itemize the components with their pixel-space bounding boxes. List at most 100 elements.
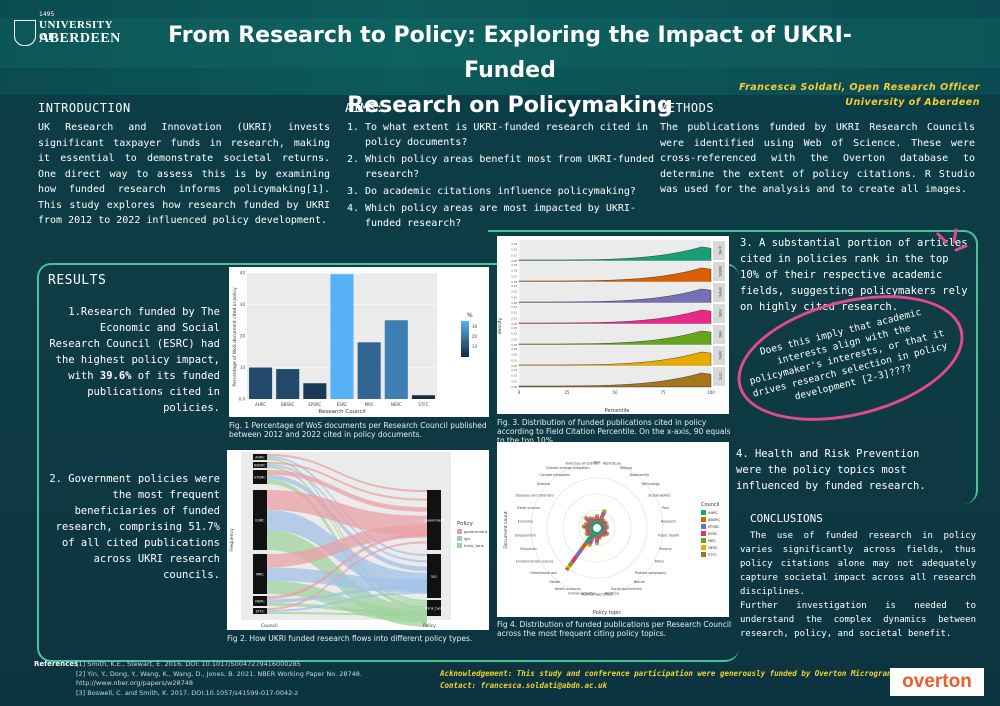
fig4-topic-label: Agriculture: [603, 462, 621, 466]
svg-text:0.01: 0.01: [511, 358, 517, 362]
fig4-caption: Fig 4. Distribution of funded publicatio…: [497, 620, 732, 638]
svg-text:0.02: 0.02: [511, 353, 517, 357]
fig4-topic-label: Medicine: [605, 591, 620, 595]
fig3-xlabel: Percentile: [605, 408, 630, 414]
finding-1-pre: 1.Research funded by The Economic and So…: [49, 306, 220, 382]
svg-text:0.00: 0.00: [511, 322, 517, 326]
svg-text:0.02: 0.02: [511, 374, 517, 378]
fig3-facet-label: ESRC: [718, 309, 722, 318]
fig2-xlabel-left: Council: [261, 623, 278, 629]
fig2-flow: [267, 490, 427, 536]
sparkle-icon: [936, 228, 968, 252]
fig4-bar: [599, 514, 605, 519]
fig4-topic-label: Diseases and disorders: [516, 493, 555, 497]
fig4-topic-label: Employment: [515, 533, 537, 537]
crest-icon: [14, 20, 36, 46]
fig4-legend-item: STFC: [708, 553, 718, 557]
finding-1-post: of its funded publications cited in poli…: [87, 370, 220, 414]
fig2-caption: Fig 2. How UKRI funded research flows in…: [227, 634, 473, 643]
fig4-bar: [587, 542, 592, 546]
author-name: Francesca Soldati, Open Research Officer: [739, 82, 980, 93]
fig4-topic-label: Environmental science: [516, 560, 553, 564]
fig2-council-label: NERC: [255, 600, 265, 604]
fig4-legend-item: AHRC: [708, 511, 718, 515]
fig2-policy-label: think_tank: [425, 607, 444, 611]
fig4-topic-label: Poverty: [659, 547, 672, 551]
fig4-xlabel: Policy topic: [593, 610, 622, 616]
fig4-legend-item: NERC: [708, 546, 718, 550]
fig4-topic-label: Political geography: [635, 571, 667, 575]
fig1-bar: [249, 367, 273, 399]
reference-item: [2] Yin, Y., Dong, Y., Wang, K., Wang, D…: [76, 669, 363, 678]
fig2-council-stratum: [253, 470, 267, 484]
logo-line1: UNIVERSITY OF: [39, 19, 113, 43]
fig3-xtick: 25: [564, 390, 570, 395]
reference-item: [1] Smith, K.E., Stewart, E. 2016. DOI: …: [76, 660, 301, 668]
references: References [1] Smith, K.E., Stewart, E. …: [34, 660, 362, 697]
reference-item: http://www.nber.org/papers/w28748: [76, 679, 194, 687]
finding-2: 2. Government policies were the most fre…: [49, 473, 220, 581]
fig4-topic-label: Branches of science: [565, 462, 598, 466]
reference-item: [3] Boswell, C. and Smith, K. 2017. DOI:…: [76, 688, 299, 697]
svg-text:0.02: 0.02: [511, 290, 517, 294]
fig1-ytick: 40: [240, 271, 246, 276]
fig4-bar: [601, 511, 606, 516]
fig4-bar: [574, 547, 584, 558]
fig2-xlabel-right: Policy: [423, 623, 436, 629]
fig4-topic-label: Disease: [537, 482, 550, 486]
fig4-legend-item: MRC: [708, 539, 716, 543]
svg-text:0.02: 0.02: [511, 311, 517, 315]
fig1-xtick: STFC: [418, 402, 428, 407]
fig3-area: [518, 309, 712, 325]
fig4-bar: [566, 565, 571, 570]
svg-text:0.03: 0.03: [511, 263, 517, 267]
overton-logo: overton: [890, 668, 984, 696]
fig1-legend-bar: [461, 321, 469, 357]
logo-line2: ABERDEEN: [39, 31, 121, 46]
fig3-facet-label: MRC: [718, 331, 722, 339]
fig4-topic-label: Economy: [518, 520, 533, 524]
svg-text:0.03: 0.03: [511, 242, 517, 246]
fig1-ylabel: Percentage of WoS document cited in poli…: [232, 287, 238, 387]
fig2-council-stratum: [253, 608, 267, 614]
intro-text: UK Research and Innovation (UKRI) invest…: [38, 122, 330, 226]
fig2-legend-item: think_tank: [464, 543, 485, 548]
logo-year: 1495: [39, 11, 55, 18]
fig4-topic-label: Education: [520, 547, 536, 551]
fig4-bar: [588, 517, 593, 521]
fig4-topic-label: Health sciences: [555, 587, 581, 591]
fig3-facet-label: BBSRC: [718, 266, 722, 277]
fig4-bar: [584, 516, 588, 520]
svg-text:0.00: 0.00: [511, 259, 517, 263]
fig2-council-stratum: [253, 596, 267, 606]
fig1-bar: [303, 383, 327, 399]
poster-title: From Research to Policy: Exploring the I…: [130, 18, 890, 123]
fig3-facet-label: EPSRC: [718, 287, 722, 298]
fig2-legend-item: igo: [464, 536, 470, 541]
fig3-facet-label: AHRC: [718, 246, 722, 256]
aim-item: Do academic citations influence policyma…: [365, 184, 655, 199]
fig2-flow: [267, 602, 427, 615]
aim-item: Which policy areas are most impacted by …: [365, 201, 655, 231]
fig1-xtick: ESRC: [337, 402, 348, 407]
fig1-ytick: 0.0: [239, 397, 246, 402]
fig4-topic-label: Policy: [655, 560, 665, 564]
fig4-topic-label: Greenhouse gas: [530, 571, 557, 575]
fig2-policy-stratum: [427, 490, 441, 550]
fig1-panel: AHRC BBSRC EPSRC ESRC MRC NERC STFC 0.0 10 20 30 4…: [229, 267, 489, 417]
fig1-ytick: 30: [240, 302, 246, 307]
fig1-xtick: EPSRC: [308, 402, 321, 407]
university-logo: 1495 UNIVERSITY OF ABERDEEN: [14, 11, 124, 50]
fig2-ylabel: Frequency: [229, 528, 235, 552]
fig2-flow: [267, 591, 427, 612]
fig4-topic-label: Social government: [611, 587, 643, 591]
svg-text:0.00: 0.00: [511, 364, 517, 368]
fig2-chart: AHRC BBSRC EPSRC ESRC MRC NERC STFC government…: [227, 450, 489, 630]
fig3-xtick: 75: [660, 390, 666, 395]
fig4-bar: [587, 533, 591, 537]
svg-text:0.00: 0.00: [511, 385, 517, 389]
fig3-area: [518, 372, 712, 388]
fig3-caption: Fig. 3. Distribution of funded publicati…: [497, 418, 731, 445]
fig1-bar: [276, 369, 300, 399]
